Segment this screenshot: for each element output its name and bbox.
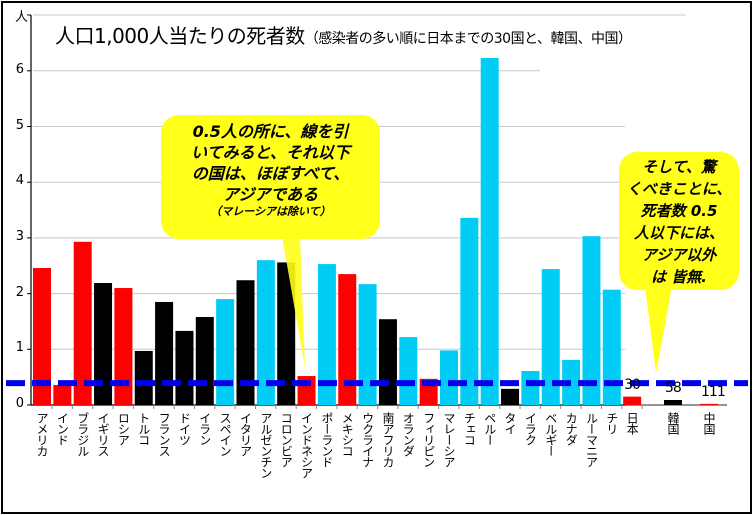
chart-title: 人口1,000人当たりの死者数（感染者の多い順に日本までの30国と、韓国、中国） xyxy=(55,20,632,49)
bar xyxy=(562,359,581,405)
x-tick-label: フランス xyxy=(157,412,172,456)
callout-left-note: （マレーシアは除いて） xyxy=(210,205,331,218)
x-tick-label: ウクライナ xyxy=(360,412,375,467)
bar xyxy=(155,301,174,405)
x-tick-label: アメリカ xyxy=(35,412,49,456)
y-tick-label: 0 xyxy=(15,396,24,411)
x-tick-label: ブラジル xyxy=(75,412,90,456)
data-label: 58 xyxy=(665,379,682,396)
x-tick-label: ポーランド xyxy=(319,412,334,467)
bar xyxy=(440,350,458,405)
bar xyxy=(216,299,235,405)
x-tick-label: トルコ xyxy=(136,412,151,445)
bar xyxy=(664,399,682,405)
x-tick-label: スペイン xyxy=(218,412,233,456)
callout-left-line: 0.5人の所に、線を引 xyxy=(192,122,349,141)
x-tick-label: イラン xyxy=(197,412,212,445)
x-tick-label: コロンビア xyxy=(279,412,294,467)
y-tick-label: 2 xyxy=(15,284,24,300)
x-tick-label: ベルギー xyxy=(543,412,558,456)
x-tick-label: ドイツ xyxy=(177,412,192,445)
bar xyxy=(33,267,51,405)
callout-right: そして、驚 くべきことに、 死者数 0.5 人以下には、 アジア以外 は 皆無. xyxy=(619,152,739,290)
bar xyxy=(700,403,718,406)
x-tick-label: ペルー xyxy=(482,412,497,445)
bar xyxy=(256,260,275,405)
data-label: 111 xyxy=(701,383,726,400)
x-tick-label: ルーマニア xyxy=(584,412,599,467)
x-tick-label: オランダ xyxy=(401,412,416,456)
y-tick-label: 6 xyxy=(15,61,24,77)
bar xyxy=(338,274,357,405)
x-tick-label: 中国 xyxy=(702,412,716,434)
y-axis-unit: 人 xyxy=(15,10,29,25)
bar xyxy=(460,217,479,405)
x-tick-label: インドネシア xyxy=(299,412,314,478)
bar xyxy=(358,284,377,405)
x-tick-label: チリ xyxy=(604,412,619,434)
x-tick-label: マレーシア xyxy=(442,412,456,467)
bar xyxy=(53,384,72,405)
bar xyxy=(236,280,255,405)
bar xyxy=(73,241,92,405)
y-tick-label: 3 xyxy=(15,228,24,244)
callout-right-line: そして、驚 xyxy=(642,158,716,176)
x-tick-label: タイ xyxy=(503,412,518,434)
bar xyxy=(114,288,133,405)
callout-right-pointer xyxy=(645,286,672,373)
y-tick-label: 1 xyxy=(15,340,24,356)
data-label: 30 xyxy=(624,376,641,393)
bar xyxy=(582,236,601,405)
x-tick-label: フィリピン xyxy=(421,412,436,467)
bar xyxy=(175,330,194,405)
callout-left-line: アジアである xyxy=(222,185,319,204)
x-tick-label: 南アフリカ xyxy=(380,412,395,467)
callout-right-line: は 皆無. xyxy=(651,268,707,286)
chart-title-main: 人口1,000人当たりの死者数 xyxy=(55,24,305,48)
x-tick-label: ロシア xyxy=(116,412,131,445)
x-tick-label: イタリア xyxy=(238,412,253,456)
bar xyxy=(134,350,153,405)
bar xyxy=(378,319,397,405)
bar xyxy=(480,57,499,405)
bar xyxy=(602,289,621,405)
x-tick-label: カナダ xyxy=(564,412,579,445)
y-tick-label: 5 xyxy=(15,117,24,133)
callout-left-pointer xyxy=(282,236,305,368)
callout-left-line: いてみると、それ以下 xyxy=(191,143,350,162)
bar xyxy=(277,262,296,405)
callout-right-line: くべきことに、 xyxy=(626,180,732,198)
x-tick-label: インド xyxy=(55,412,70,445)
x-tick-label: イラク xyxy=(523,412,538,445)
bar xyxy=(399,337,418,405)
x-tick-label: チェコ xyxy=(462,412,477,445)
x-tick-label: 韓国 xyxy=(666,412,680,434)
bar xyxy=(623,396,642,405)
callout-right-line: 人以下には、 xyxy=(633,224,724,242)
x-tick-label: イギリス xyxy=(96,412,111,456)
y-tick-label: 4 xyxy=(15,173,24,189)
callout-left-line: の国は、ほぼすべて、 xyxy=(191,164,350,183)
bar xyxy=(195,316,214,405)
bar xyxy=(541,269,560,405)
chart-subtitle: （感染者の多い順に日本までの30国と、韓国、中国） xyxy=(304,31,632,47)
callout-right-line: 死者数 0.5 xyxy=(640,202,718,220)
bar xyxy=(317,264,336,405)
callout-right-line: アジア以外 xyxy=(641,246,717,264)
bar xyxy=(94,283,113,405)
x-tick-label: 日本 xyxy=(625,412,640,434)
x-tick-label: メキシコ xyxy=(340,412,355,456)
bar xyxy=(521,371,540,405)
x-tick-label: アルゼンチン xyxy=(258,412,273,478)
bar xyxy=(501,388,520,405)
callout-left: 0.5人の所に、線を引 いてみると、それ以下 の国は、ほぼすべて、 アジアである… xyxy=(161,115,380,239)
